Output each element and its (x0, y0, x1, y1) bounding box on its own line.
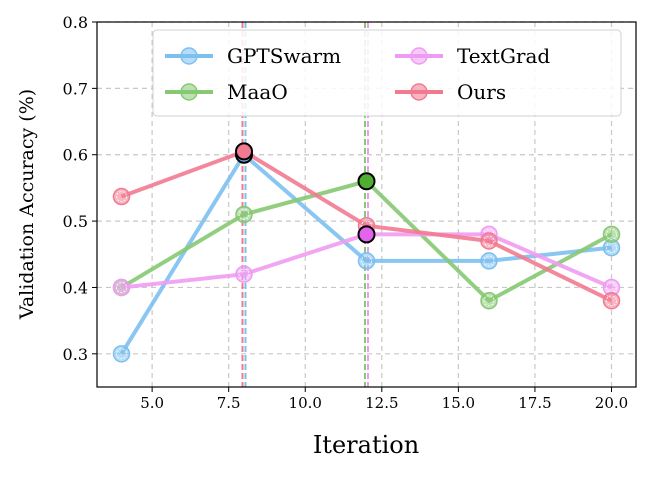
legend-marker (410, 47, 428, 65)
data-point-inner (483, 255, 495, 267)
y-tick-label: 0.4 (63, 278, 88, 297)
data-point-inner (606, 295, 617, 307)
x-tick-label: 5.0 (140, 394, 164, 412)
legend-marker (410, 83, 428, 101)
data-point (235, 205, 253, 224)
grid (97, 21, 636, 387)
x-tick-label: 10.0 (289, 394, 322, 412)
x-tick-label: 15.0 (442, 394, 475, 412)
data-point-inner (238, 268, 250, 280)
legend-box (152, 29, 622, 117)
x-axis-label: Iteration (313, 431, 419, 459)
legend: GPTSwarm MaaO TextGrad Ours (152, 29, 622, 117)
y-tick-label: 0.7 (63, 79, 88, 98)
data-point (235, 265, 253, 283)
series-lines (112, 142, 621, 363)
best-point-ours (235, 142, 253, 161)
y-tick-label: 0.5 (63, 212, 88, 231)
x-tick-label: 12.5 (365, 394, 398, 412)
best-point-maao (357, 172, 376, 191)
ticks: 5.0 7.5 10.0 12.5 15.0 17.5 20.0 0.3 0.4 0.5 0.6 0.… (63, 13, 629, 412)
data-point-inner (483, 235, 495, 247)
data-point (112, 345, 131, 363)
x-tick-label: 20.0 (595, 394, 628, 412)
legend-label: MaaO (227, 80, 288, 104)
best-iteration-lines (241, 22, 369, 387)
legend-label: TextGrad (457, 44, 550, 68)
x-tick-label: 17.5 (518, 394, 551, 412)
data-point (112, 187, 131, 206)
data-point (480, 291, 498, 310)
data-point (602, 225, 621, 244)
best-point-textgrad (357, 225, 376, 244)
data-point (480, 232, 498, 250)
data-point-inner (238, 209, 250, 220)
data-point-inner (606, 228, 617, 240)
legend-marker (180, 83, 198, 101)
legend-marker (180, 47, 198, 65)
data-point-inner (361, 255, 372, 267)
x-tick-label: 7.5 (217, 394, 241, 412)
y-tick-label: 0.3 (63, 345, 88, 364)
data-point (112, 278, 131, 297)
y-axis-label: Validation Accuracy (%) (16, 89, 38, 320)
data-point (602, 291, 621, 310)
data-point (357, 252, 376, 270)
data-point-inner (116, 282, 127, 293)
y-tick-label: 0.8 (63, 13, 88, 32)
data-point-inner (483, 295, 495, 307)
plot-frame (96, 21, 637, 388)
data-point (480, 252, 498, 270)
data-point-inner (116, 348, 127, 360)
legend-label: GPTSwarm (227, 44, 341, 68)
y-tick-label: 0.6 (63, 146, 88, 165)
legend-label: Ours (457, 80, 506, 104)
data-point-inner (116, 191, 127, 202)
